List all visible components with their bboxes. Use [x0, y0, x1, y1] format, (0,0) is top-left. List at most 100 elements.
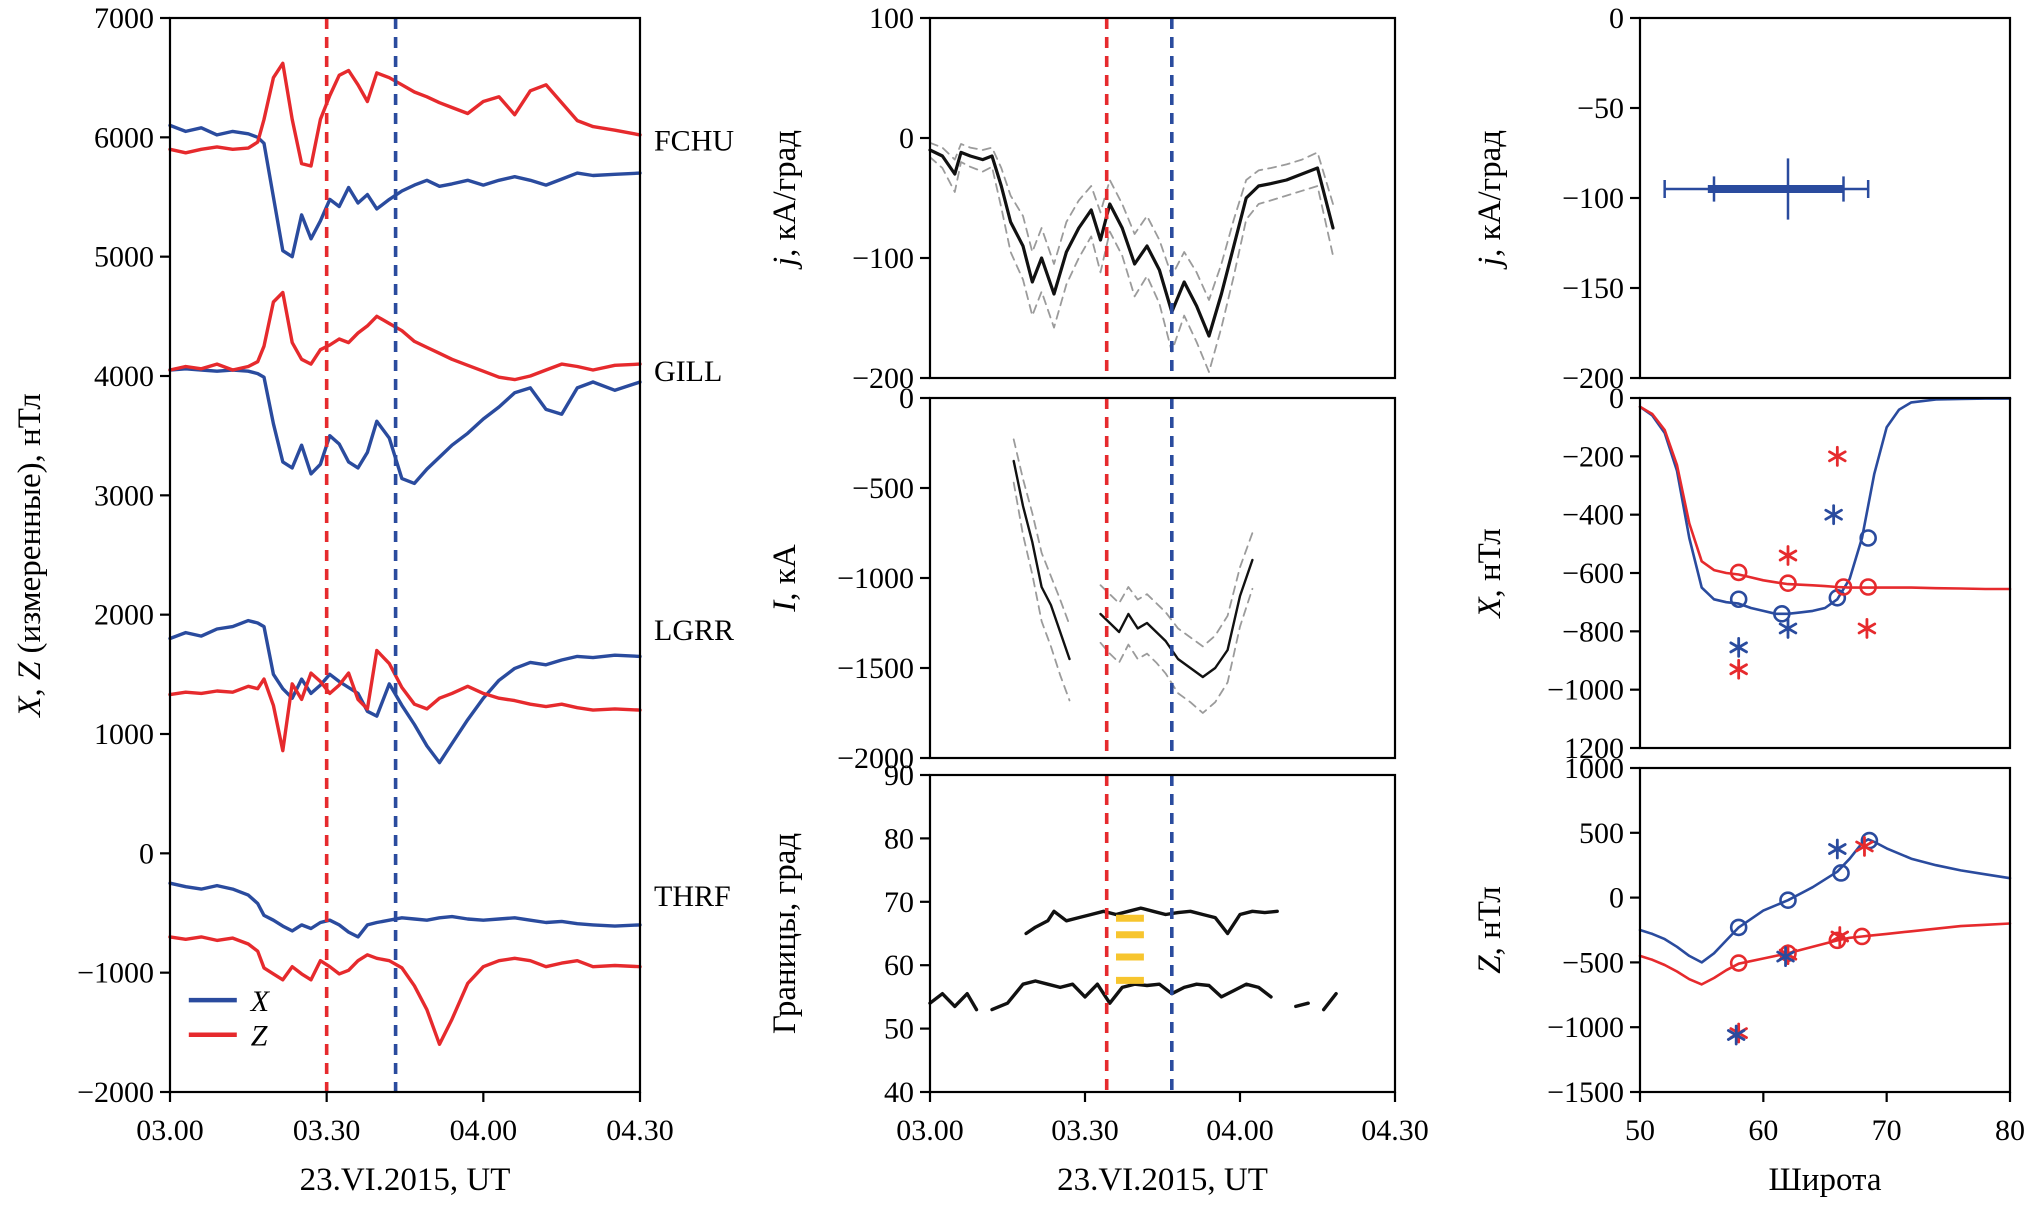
y-tick-label: 0: [899, 122, 914, 155]
lower-boundary-a: [928, 992, 979, 1012]
x-tick-label: 03.00: [896, 1114, 964, 1147]
station-label-thrf: THRF: [654, 880, 731, 913]
y-tick-label: −2000: [77, 1076, 154, 1109]
i-lower-envelope-2: [1099, 587, 1254, 714]
y-tick-label: −500: [1562, 946, 1624, 979]
plot-border: [1638, 396, 2012, 750]
x-tick-label: 70: [1872, 1114, 1902, 1147]
x-model-blue: [1638, 397, 2012, 616]
blue-asterisk-marker: [1776, 950, 1795, 963]
legend-label-z: Z: [251, 1020, 268, 1053]
y-tick-label: 5000: [94, 241, 154, 274]
i-lower-envelope-1: [1012, 481, 1071, 702]
y-tick-label: −1500: [1547, 1076, 1624, 1109]
y-tick-label: 1000: [94, 718, 154, 751]
y-tick-label: 50: [884, 1013, 914, 1046]
plot-border: [1638, 16, 2012, 380]
legend-label-x: X: [250, 985, 271, 1018]
i-upper-envelope-2: [1099, 532, 1254, 648]
panel-current-density-time: 100 0 −100 −200 j, кА/град: [767, 2, 1397, 395]
y-tick-label: −1500: [837, 652, 914, 685]
red-circle-marker: [1729, 563, 1748, 582]
y-tick-label: 100: [869, 2, 914, 35]
y-axis-label: j, кА/град: [1472, 130, 1508, 270]
thrf-x: [168, 881, 642, 939]
station-label-fchu: FCHU: [654, 125, 734, 158]
y-tick-label: −1000: [1547, 674, 1624, 707]
red-circle-marker: [1779, 574, 1797, 593]
y-tick-label: 70: [884, 886, 914, 919]
y-tick-label: 0: [1609, 382, 1624, 415]
i-upper-envelope-1: [1012, 438, 1071, 626]
y-tick-label: 4000: [94, 360, 154, 393]
panel-current-density-latitude: 0 −50 −100 −150 −200 j, кА/град: [1472, 2, 2012, 395]
red-asterisk-marker: [1855, 840, 1874, 853]
y-axis-label: X, Z (измеренные), нТл: [12, 393, 48, 718]
y-tick-label: −800: [1562, 615, 1624, 648]
red-asterisk-marker: [1830, 930, 1850, 943]
y-tick-label: 40: [884, 1076, 914, 1109]
plot-border: [168, 16, 642, 1094]
y-tick-label: 2000: [94, 599, 154, 632]
y-tick-label: 1200: [1564, 732, 1624, 765]
red-asterisk-marker: [1857, 622, 1877, 635]
y-axis-label: I, кА: [767, 544, 803, 613]
y-tick-label: 0: [1609, 2, 1624, 35]
plot-border: [928, 396, 1397, 760]
x-axis-label: 23.VI.2015, UT: [1057, 1162, 1268, 1198]
y-tick-label: 0: [899, 382, 914, 415]
panel-x-latitude: 0 −200 −400 −600 −800 −1000 1200 X, нТл: [1472, 382, 2012, 765]
y-tick-label: −50: [1577, 92, 1624, 125]
upper-boundary: [1024, 906, 1279, 936]
y-tick-label: −150: [1562, 272, 1624, 305]
x-tick-label: 50: [1625, 1114, 1655, 1147]
blue-asterisk-marker: [1729, 641, 1748, 654]
y-tick-label: −100: [1562, 182, 1624, 215]
j-upper-envelope: [929, 141, 1334, 301]
fchu-z: [168, 61, 642, 168]
x-tick-label: 03.30: [1051, 1114, 1119, 1147]
blue-asterisk-marker: [1824, 508, 1843, 521]
blue-circle-marker: [1729, 918, 1748, 937]
y-tick-label: 80: [884, 822, 914, 855]
lgrr-z: [168, 648, 642, 753]
y-tick-label: −1000: [837, 562, 914, 595]
j-mean: [928, 148, 1335, 338]
red-circle-marker: [1729, 954, 1748, 972]
y-tick-label: 60: [884, 949, 914, 982]
y-tick-label: −200: [1562, 362, 1624, 395]
y-tick-label: 500: [1579, 817, 1624, 850]
plot-border: [1638, 766, 2012, 1094]
panel-total-current-time: 0 −500 −1000 −1500 −2000 I, кА: [767, 382, 1397, 775]
y-tick-label: 6000: [94, 121, 154, 154]
y-tick-label: 0: [1609, 882, 1624, 915]
plot-border: [928, 16, 1397, 380]
x-tick-label: 60: [1748, 1114, 1778, 1147]
gill-z: [168, 290, 642, 382]
fchu-x: [168, 123, 642, 259]
y-tick-label: −1000: [1547, 1011, 1624, 1044]
lower-boundary-d: [1322, 992, 1338, 1012]
blue-circle-marker: [1773, 605, 1791, 623]
x-tick-label: 04.30: [1361, 1114, 1429, 1147]
blue-asterisk-marker: [1778, 622, 1798, 635]
panel-boundaries-time: 90 80 70 60 50 40 03.00 03.30 04.00 04.30 23.VI.20…: [767, 759, 1429, 1198]
y-tick-label: −1000: [77, 957, 154, 990]
blue-circle-marker: [1859, 529, 1877, 547]
y-axis-label: j, кА/град: [767, 130, 803, 270]
y-tick-label: −200: [852, 362, 914, 395]
x-tick-label: 03.30: [293, 1114, 361, 1147]
z-model-blue: [1638, 838, 2012, 964]
red-circle-marker: [1853, 927, 1871, 946]
panel-magnetograms: 7000 6000 5000 4000 3000 2000 1000 0 −1000 −2000 0…: [12, 2, 734, 1198]
red-circle-marker: [1834, 578, 1853, 596]
y-tick-label: 1000: [1564, 752, 1624, 785]
i-mean-1: [1012, 459, 1071, 661]
y-tick-label: −400: [1562, 499, 1624, 532]
y-axis-label: Границы, град: [767, 833, 803, 1034]
red-asterisk-marker: [1828, 450, 1847, 463]
gill-x: [168, 367, 642, 486]
i-mean-2: [1099, 558, 1254, 679]
